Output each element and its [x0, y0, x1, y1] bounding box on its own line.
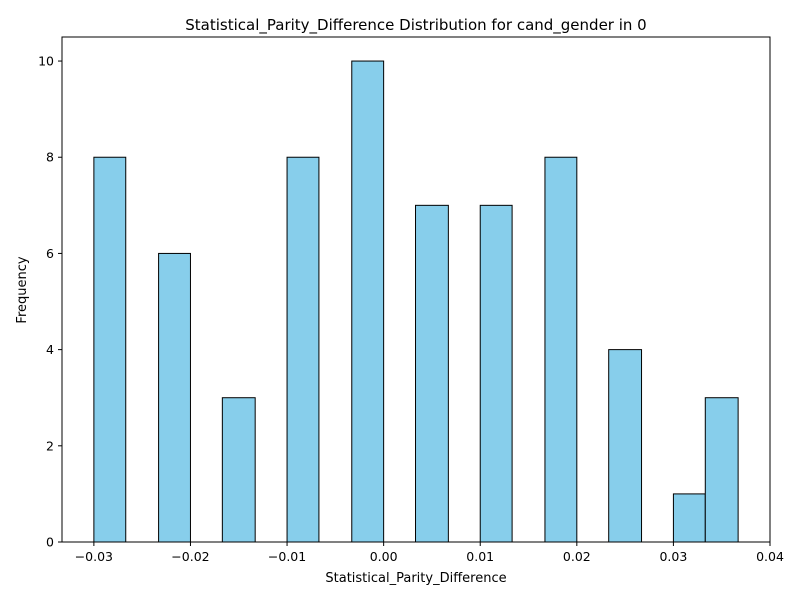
x-tick-label: 0.04: [756, 549, 784, 564]
histogram-bar: [158, 252, 191, 543]
histogram-bar: [415, 204, 449, 543]
histogram-bar: [479, 204, 513, 543]
chart-title: Statistical_Parity_Difference Distributi…: [185, 16, 646, 35]
histogram-bar: [544, 156, 578, 543]
y-tick-label: 10: [38, 54, 54, 69]
x-tick-label: −0.02: [171, 549, 209, 564]
histogram-bar: [608, 349, 643, 543]
y-tick-label: 6: [46, 246, 54, 261]
y-tick-label: 2: [46, 438, 54, 453]
x-tick-label: 0.01: [466, 549, 494, 564]
histogram-bar: [93, 156, 127, 543]
y-tick-label: 4: [46, 342, 54, 357]
x-axis-label: Statistical_Parity_Difference: [325, 571, 506, 586]
x-tick-label: 0.00: [370, 549, 398, 564]
histogram-bar: [672, 493, 706, 543]
axes-layer: −0.03 −0.02 −0.01 0.00 0.01 0.02 0.03 0.04 0 2 4 6 8…: [38, 36, 784, 564]
x-tick-label: −0.01: [268, 549, 306, 564]
histogram-bar: [221, 397, 256, 543]
x-tick-label: 0.02: [563, 549, 591, 564]
x-tick-label: 0.03: [659, 549, 687, 564]
histogram-bar: [351, 60, 385, 543]
histogram-bar: [286, 156, 320, 543]
y-axis-label: Frequency: [15, 256, 30, 323]
y-tick-label: 8: [46, 150, 54, 165]
x-tick-label: −0.03: [75, 549, 113, 564]
histogram-bar: [704, 397, 739, 543]
y-tick-label: 0: [46, 535, 54, 550]
bars-layer: [93, 60, 739, 543]
plot-frame: [61, 36, 771, 543]
